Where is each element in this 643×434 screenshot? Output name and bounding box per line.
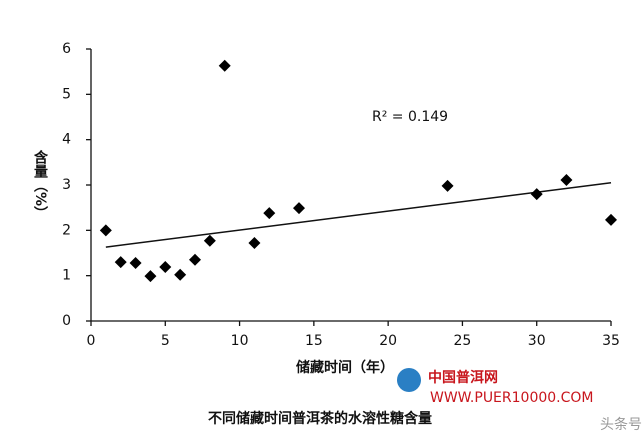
y-tick-label: 6 <box>62 41 71 57</box>
x-tick-label: 5 <box>161 333 170 349</box>
x-tick-label: 35 <box>602 333 620 349</box>
y-axis-label: 含量（%） <box>32 149 49 220</box>
watermark-corner: 头条号 / <box>600 416 643 433</box>
x-axis-label: 储藏时间（年） <box>295 359 394 376</box>
y-tick-label: 4 <box>62 132 71 148</box>
caption: 不同储藏时间普洱茶的水溶性糖含量 <box>208 410 432 427</box>
x-tick-label: 25 <box>454 333 472 349</box>
point <box>99 224 112 237</box>
point <box>293 202 305 215</box>
point <box>605 213 617 226</box>
x-tick-label: 30 <box>528 333 546 349</box>
point <box>114 256 127 269</box>
point <box>129 256 142 269</box>
annotation: R² = 0.149 <box>372 109 448 125</box>
y-tick-label: 0 <box>62 313 71 329</box>
point <box>203 234 216 247</box>
point <box>174 268 187 281</box>
point <box>159 261 172 274</box>
watermark-url: WWW.PUER10000.COM <box>430 390 594 406</box>
trend-line <box>105 181 612 248</box>
y-tick-label: 1 <box>62 268 71 284</box>
x-tick-label: 20 <box>379 333 397 349</box>
y-tick-label: 5 <box>62 86 71 102</box>
point <box>218 59 231 72</box>
point <box>263 207 276 220</box>
x-tick-label: 10 <box>231 333 249 349</box>
point <box>530 188 543 201</box>
point <box>248 237 261 250</box>
y-tick-label: 2 <box>62 222 71 238</box>
watermark-name: 中国普洱网 <box>428 369 498 386</box>
logo <box>397 368 421 392</box>
point <box>441 179 454 192</box>
y-tick-label: 3 <box>62 177 71 193</box>
point <box>189 253 201 266</box>
point <box>560 174 573 187</box>
x-tick-label: 0 <box>87 333 96 349</box>
x-tick-label: 15 <box>305 333 323 349</box>
point <box>144 270 157 283</box>
